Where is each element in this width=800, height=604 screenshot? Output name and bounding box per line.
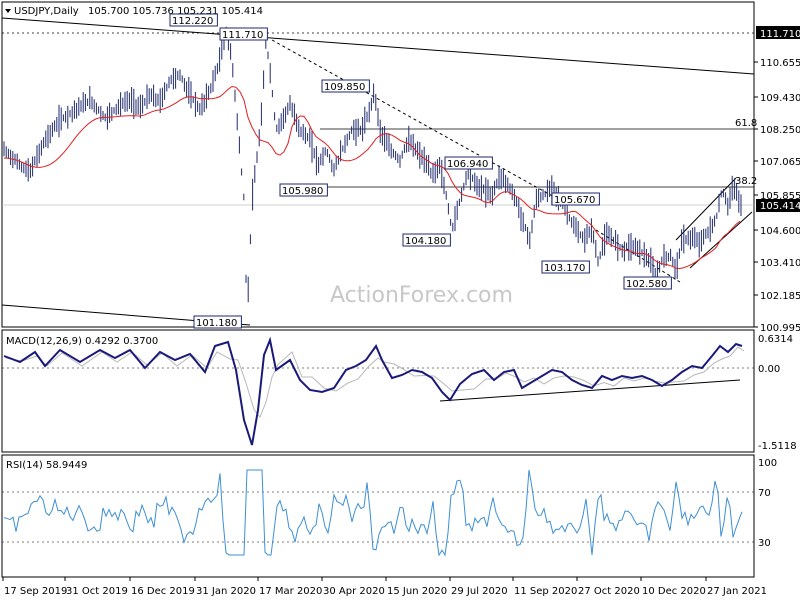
price-tick-label: 105.855 bbox=[760, 191, 800, 202]
annotation-box bbox=[279, 183, 328, 197]
price-annotation: 111.710 bbox=[219, 27, 268, 41]
price-tick-label: 109.430 bbox=[760, 93, 800, 104]
x-tick-label: 30 Apr 2020 bbox=[323, 586, 385, 597]
annotation-box bbox=[402, 233, 451, 247]
current-price-tag-bg bbox=[756, 199, 800, 212]
price-annotation: 105.670 bbox=[551, 192, 600, 206]
annotation-box bbox=[321, 79, 370, 93]
dropdown-arrow-icon bbox=[5, 9, 11, 13]
rsi-panel-frame bbox=[1, 454, 755, 578]
price-annotation: 112.220 bbox=[169, 13, 218, 27]
macd-signal-line bbox=[5, 346, 745, 418]
annotation-label: 103.170 bbox=[544, 263, 585, 274]
annotation-box bbox=[551, 192, 600, 206]
x-tick-label: 16 Dec 2019 bbox=[131, 586, 195, 597]
macd-tick-label: 0.00 bbox=[758, 364, 780, 375]
rising-channel-upper bbox=[675, 177, 737, 241]
rsi-tick-label: 30 bbox=[758, 538, 771, 549]
annotation-label: 105.980 bbox=[282, 186, 323, 197]
price-layer: 112.220 111.710 109.850 105.980 101.180 104.1… bbox=[1, 13, 757, 329]
annotation-box bbox=[193, 315, 242, 329]
price-tick-label: 103.410 bbox=[760, 258, 800, 269]
chart-symbol-label: USDJPY,Daily bbox=[14, 6, 79, 17]
x-tick-label: 10 Dec 2020 bbox=[642, 586, 706, 597]
price-annotation: 105.980 bbox=[279, 183, 328, 197]
price-tick-label: 110.655 bbox=[760, 58, 800, 69]
fib-label-618: 61.8 bbox=[735, 118, 757, 129]
x-tick-label: 29 Jul 2020 bbox=[451, 586, 508, 597]
price-panel-frame bbox=[1, 1, 755, 328]
macd-tick-label: -1.5118 bbox=[758, 441, 797, 452]
annotation-label: 101.180 bbox=[196, 318, 237, 329]
annotation-label: 102.580 bbox=[626, 279, 667, 290]
price-annotation: 103.170 bbox=[541, 260, 590, 274]
watermark: ActionForex.com bbox=[330, 283, 513, 308]
x-tick-label: 11 Sep 2020 bbox=[514, 586, 577, 597]
price-annotation: 101.180 bbox=[193, 315, 242, 329]
x-tick-label: 27 Oct 2020 bbox=[578, 586, 640, 597]
annotation-box bbox=[219, 27, 268, 41]
annotation-label: 112.220 bbox=[172, 16, 213, 27]
macd-main-line bbox=[3, 336, 743, 446]
rsi-line bbox=[3, 469, 743, 557]
macd-title: MACD(12,26,9) 0.4292 0.3700 bbox=[6, 336, 158, 347]
price-tick-label: 102.185 bbox=[760, 291, 800, 302]
annotation-box bbox=[623, 276, 672, 290]
axis-layer: 111.710 110.655 109.430 108.250 107.065 105.8… bbox=[2, 26, 800, 597]
price-annotation: 109.850 bbox=[321, 79, 370, 93]
macd-panel-frame bbox=[1, 329, 755, 453]
rsi-tick-label: 100 bbox=[758, 458, 777, 469]
macd-layer bbox=[2, 336, 754, 446]
x-tick-label: 17 Mar 2020 bbox=[259, 586, 322, 597]
level-tag-bg bbox=[756, 26, 800, 39]
macd-tick-label: 0.6314 bbox=[758, 334, 793, 345]
current-price-tag: 105.414 bbox=[760, 201, 800, 212]
moving-average-line bbox=[3, 85, 741, 270]
annotation-label: 111.710 bbox=[222, 30, 263, 41]
rsi-title: RSI(14) 58.9449 bbox=[6, 460, 87, 471]
x-tick-label: 31 Oct 2019 bbox=[66, 586, 128, 597]
x-tick-label: 15 Jun 2020 bbox=[387, 586, 447, 597]
x-tick-label: 27 Jan 2021 bbox=[707, 586, 767, 597]
annotation-label: 104.180 bbox=[405, 236, 446, 247]
chart-ohlc-readout: 105.700 105.736 105.231 105.414 bbox=[88, 6, 263, 17]
price-tick-label: 100.995 bbox=[760, 323, 800, 334]
annotation-label: 106.940 bbox=[447, 159, 488, 170]
price-annotation: 104.180 bbox=[402, 233, 451, 247]
annotation-box bbox=[169, 13, 218, 27]
macd-trendline bbox=[439, 379, 741, 402]
x-tick-label: 17 Sep 2019 bbox=[4, 586, 67, 597]
price-tick-label: 104.600 bbox=[760, 226, 800, 237]
fib-label-382: 38.2 bbox=[735, 176, 757, 187]
annotation-label: 109.850 bbox=[324, 82, 365, 93]
rsi-layer bbox=[2, 469, 754, 557]
annotation-box bbox=[444, 156, 493, 170]
price-tick-label: 111.710 bbox=[760, 29, 800, 40]
annotation-box bbox=[541, 260, 590, 274]
price-annotation: 106.940 bbox=[444, 156, 493, 170]
rsi-tick-label: 70 bbox=[758, 488, 771, 499]
falling-trendline-top bbox=[1, 17, 755, 75]
price-tick-label: 107.065 bbox=[760, 157, 800, 168]
x-tick-label: 31 Jan 2020 bbox=[196, 586, 256, 597]
price-annotation: 102.580 bbox=[623, 276, 672, 290]
annotation-label: 105.670 bbox=[554, 195, 595, 206]
price-tick-label: 108.250 bbox=[760, 125, 800, 136]
dashed-falling-trendline bbox=[271, 39, 557, 199]
